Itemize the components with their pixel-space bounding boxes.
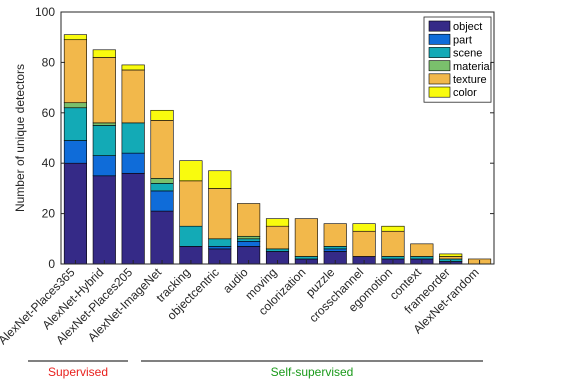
bar-segment-texture (121, 69, 145, 124)
bar-segment-material (63, 102, 87, 109)
bar-segment-object (63, 162, 87, 265)
bar-segment-color (265, 218, 290, 227)
bar-segment-scene (323, 246, 347, 250)
bar-segment-texture (294, 218, 318, 257)
group-label: Supervised (48, 365, 108, 379)
bar-segment-object (121, 172, 145, 265)
bar-segment-texture (381, 230, 405, 257)
bar-segment-scene (410, 256, 434, 260)
bar-segment-material (150, 178, 174, 184)
y-axis-label: Number of unique detectors (13, 64, 27, 212)
legend-swatch-object (428, 20, 451, 32)
bar-segment-color (352, 223, 376, 232)
legend-swatch-part (428, 33, 451, 45)
bar-segment-texture (92, 57, 116, 124)
bar-segment-scene (208, 238, 232, 247)
bar-segment-part (323, 248, 347, 252)
bar-segment-part (63, 140, 87, 164)
bar-segment-part (150, 190, 174, 212)
bar-segment-texture (410, 243, 434, 257)
bar-segment-scene (237, 238, 261, 242)
y-tick-label: 20 (42, 207, 56, 221)
legend-label-material: material (453, 61, 492, 73)
legend-swatch-texture (428, 73, 451, 85)
legend-swatch-material (428, 60, 451, 72)
bar-segment-scene (179, 225, 203, 247)
group-brackets: Supervised Self-supervised (28, 360, 483, 379)
bar-segment-texture (323, 223, 347, 247)
bar-segment-color (179, 160, 203, 182)
bar-segment-material (92, 122, 116, 126)
legend-label-texture: texture (453, 74, 487, 86)
bar-segment-color (92, 49, 116, 58)
bar-segment-scene (294, 256, 318, 260)
bar-segment-color (381, 225, 405, 232)
legend-label-color: color (453, 87, 477, 99)
bar-segment-color (439, 253, 463, 257)
bar-segment-color (208, 170, 232, 189)
bar-segment-scene (381, 256, 405, 260)
bar-segment-color (63, 34, 87, 41)
bar-segment-part (121, 152, 145, 174)
bar-segment-color (150, 109, 174, 121)
y-tick-label: 0 (48, 257, 55, 271)
bar-segment-texture (439, 256, 463, 260)
bar-segment-texture (352, 230, 376, 257)
y-tick-label: 40 (42, 156, 56, 170)
y-axis: 0 20 40 60 80 100 (35, 5, 494, 271)
y-tick-label: 80 (42, 55, 56, 69)
group-label: Self-supervised (271, 365, 354, 379)
bar-segment-part (92, 155, 116, 177)
bar-segment-texture (265, 225, 290, 250)
x-axis: AlexNet-Places365AlexNet-HybridAlexNet-P… (0, 260, 482, 347)
bar-segment-texture (150, 120, 174, 179)
bar-segment-material (237, 235, 261, 240)
bar-segment-scene (150, 183, 174, 192)
bar-segment-object (150, 210, 174, 265)
bar-segment-texture (208, 188, 232, 240)
bar-segment-scene (92, 125, 116, 156)
bar-segment-texture (237, 203, 261, 237)
bar-segment-part (237, 241, 261, 247)
bar-segment-scene (63, 107, 87, 141)
bar-segment-texture (63, 39, 87, 104)
bar-segment-texture (179, 180, 203, 227)
legend-swatch-scene (428, 47, 451, 58)
bar-segment-scene (265, 248, 290, 252)
legend-label-part: part (453, 34, 472, 46)
y-tick-label: 60 (42, 106, 56, 120)
y-tick-label: 100 (35, 5, 55, 19)
legend-swatch-color (428, 86, 451, 98)
bar-segment-color (121, 64, 145, 71)
legend-label-scene: scene (453, 48, 482, 60)
bar-segment-scene (121, 122, 145, 154)
legend-label-object: object (453, 21, 482, 33)
bar-segment-object (92, 175, 116, 265)
bar-segment-part (208, 246, 232, 250)
